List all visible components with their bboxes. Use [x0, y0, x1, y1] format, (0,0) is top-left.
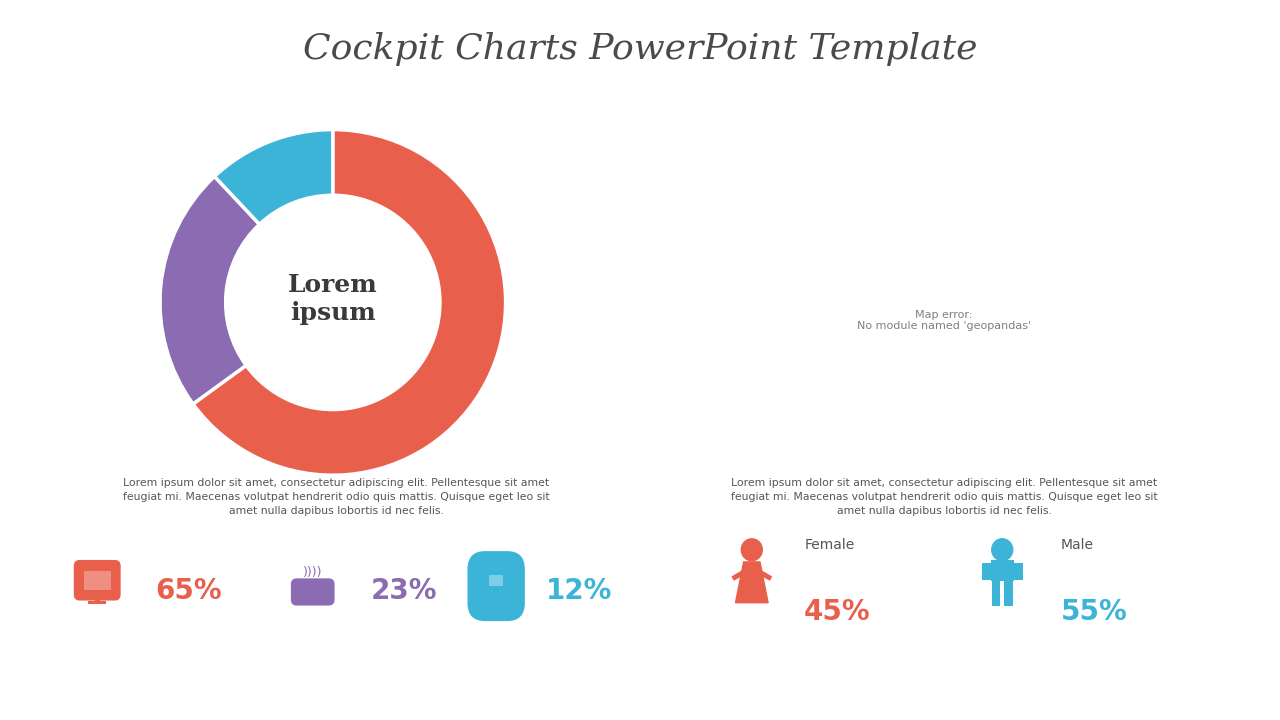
- Text: 23%: 23%: [371, 577, 438, 605]
- Circle shape: [741, 539, 763, 561]
- Circle shape: [992, 539, 1012, 561]
- Bar: [1004, 580, 1012, 606]
- Bar: [83, 571, 110, 590]
- Text: Cockpit Charts PowerPoint Template: Cockpit Charts PowerPoint Template: [303, 32, 977, 66]
- Text: Lorem ipsum dolor sit amet, consectetur adipiscing elit. Pellentesque sit amet
f: Lorem ipsum dolor sit amet, consectetur …: [731, 478, 1157, 516]
- Text: )))): )))): [303, 567, 323, 580]
- Bar: [991, 560, 1014, 581]
- Bar: [1014, 563, 1023, 580]
- FancyBboxPatch shape: [74, 560, 120, 600]
- FancyBboxPatch shape: [467, 551, 525, 621]
- Text: 65%: 65%: [155, 577, 223, 605]
- FancyArrow shape: [759, 571, 772, 580]
- Bar: [489, 575, 503, 586]
- Bar: [95, 595, 100, 602]
- Text: Male: Male: [1060, 538, 1093, 552]
- FancyBboxPatch shape: [291, 578, 334, 606]
- Text: Map error:
No module named 'geopandas': Map error: No module named 'geopandas': [856, 310, 1032, 331]
- Bar: [982, 563, 991, 580]
- Wedge shape: [215, 130, 333, 225]
- Text: 12%: 12%: [545, 577, 612, 605]
- Wedge shape: [160, 176, 260, 404]
- Text: Lorem
ipsum: Lorem ipsum: [288, 273, 378, 325]
- Text: Lorem ipsum dolor sit amet, consectetur adipiscing elit. Pellentesque sit amet
f: Lorem ipsum dolor sit amet, consectetur …: [123, 478, 549, 516]
- Text: 55%: 55%: [1060, 598, 1128, 626]
- Bar: [88, 601, 106, 604]
- Polygon shape: [736, 562, 768, 603]
- FancyArrow shape: [732, 571, 745, 580]
- Bar: [992, 580, 1001, 606]
- Text: Female: Female: [804, 538, 855, 552]
- Wedge shape: [193, 130, 506, 475]
- Circle shape: [225, 195, 440, 410]
- Text: 45%: 45%: [804, 598, 870, 626]
